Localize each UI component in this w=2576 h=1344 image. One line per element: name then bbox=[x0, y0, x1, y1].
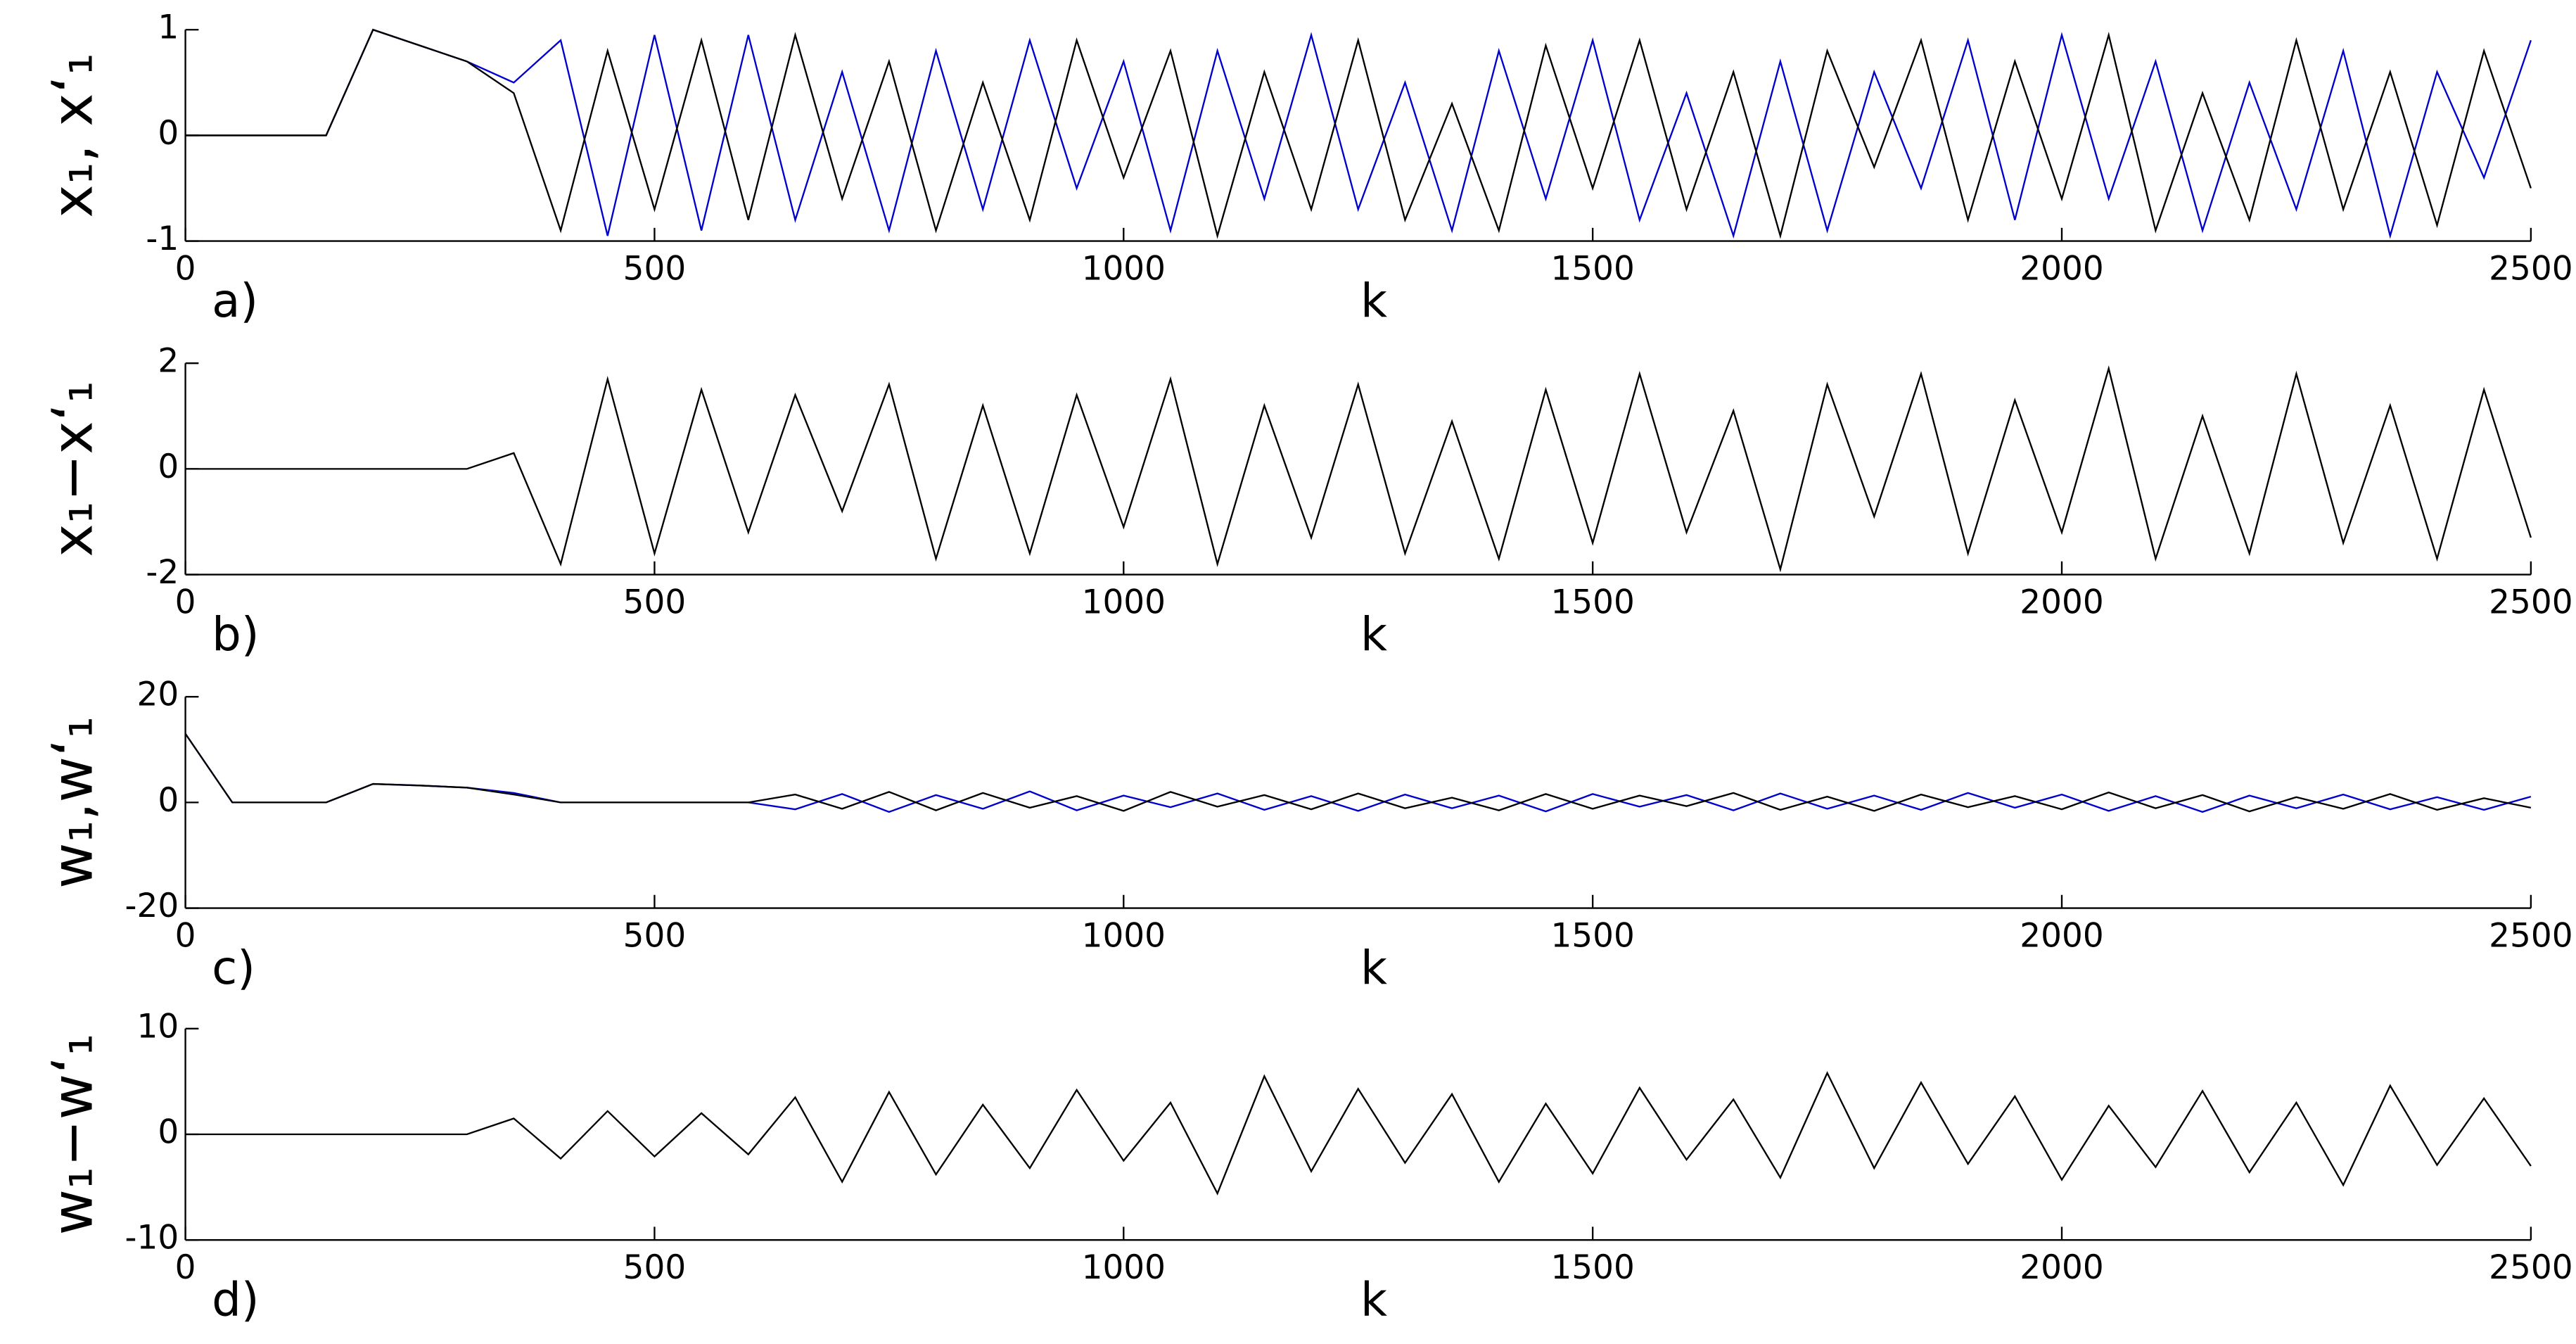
data-line bbox=[184, 733, 2532, 813]
y-tick-label: 0 bbox=[158, 114, 179, 153]
x-tick-label: 1000 bbox=[1082, 249, 1166, 288]
x-tick-label: 2500 bbox=[2489, 249, 2572, 288]
data-line bbox=[185, 1071, 2532, 1196]
data-line bbox=[185, 365, 2532, 573]
x-tick-label: 2000 bbox=[2020, 583, 2103, 621]
y-tick-label: 0 bbox=[158, 781, 179, 820]
panel-label: a) bbox=[212, 274, 258, 328]
data-line bbox=[185, 28, 2532, 239]
x-tick-label: 500 bbox=[623, 249, 687, 288]
x-tick-label: 2000 bbox=[2020, 916, 2103, 955]
x-tick-label: 1000 bbox=[1082, 916, 1166, 955]
x-tick-label: 1500 bbox=[1550, 249, 1634, 288]
y-tick-label: 10 bbox=[137, 1007, 179, 1046]
x-tick-label: 2500 bbox=[2489, 916, 2572, 955]
x-tick-label: 0 bbox=[175, 1248, 196, 1287]
y-tick-label: 2 bbox=[158, 342, 179, 381]
x-axis-label: k bbox=[1360, 274, 1387, 328]
panel-label: b) bbox=[212, 608, 259, 661]
y-tick-label: 1 bbox=[158, 8, 179, 47]
y-tick-label: -20 bbox=[125, 887, 179, 925]
x-axis-label: k bbox=[1360, 608, 1387, 661]
y-axis-label: x₁, x‘₁ bbox=[40, 53, 106, 217]
y-tick-label: 20 bbox=[137, 676, 179, 714]
x-axis-label: k bbox=[1360, 1273, 1387, 1326]
y-tick-label: 0 bbox=[158, 1113, 179, 1152]
x-axis-label: k bbox=[1360, 942, 1387, 995]
x-tick-label: 1500 bbox=[1550, 583, 1634, 621]
y-axis-label: x₁−x‘₁ bbox=[40, 381, 106, 557]
panel-label: c) bbox=[212, 942, 255, 995]
y-tick-label: 0 bbox=[158, 448, 179, 486]
x-tick-label: 1500 bbox=[1550, 1248, 1634, 1287]
x-tick-label: 2000 bbox=[2020, 1248, 2103, 1287]
x-tick-label: 500 bbox=[623, 916, 687, 955]
y-tick-label: -2 bbox=[146, 553, 179, 592]
x-tick-label: 1500 bbox=[1550, 916, 1634, 955]
x-tick-label: 500 bbox=[623, 1248, 687, 1287]
y-tick-label: -10 bbox=[125, 1219, 179, 1257]
x-tick-label: 500 bbox=[623, 583, 687, 621]
x-tick-label: 0 bbox=[175, 249, 196, 288]
y-axis-label: w₁−w‘₁ bbox=[40, 1034, 106, 1236]
data-line bbox=[184, 733, 2532, 813]
panel-label: d) bbox=[212, 1273, 259, 1326]
x-tick-label: 2000 bbox=[2020, 249, 2103, 288]
y-tick-label: -1 bbox=[146, 220, 179, 258]
x-tick-label: 1000 bbox=[1082, 1248, 1166, 1287]
y-axis-label: w₁,w‘₁ bbox=[40, 716, 106, 889]
x-tick-label: 0 bbox=[175, 583, 196, 621]
x-tick-label: 0 bbox=[175, 916, 196, 955]
x-tick-label: 2500 bbox=[2489, 583, 2572, 621]
data-line bbox=[185, 28, 2532, 239]
x-tick-label: 1000 bbox=[1082, 583, 1166, 621]
x-tick-label: 2500 bbox=[2489, 1248, 2572, 1287]
